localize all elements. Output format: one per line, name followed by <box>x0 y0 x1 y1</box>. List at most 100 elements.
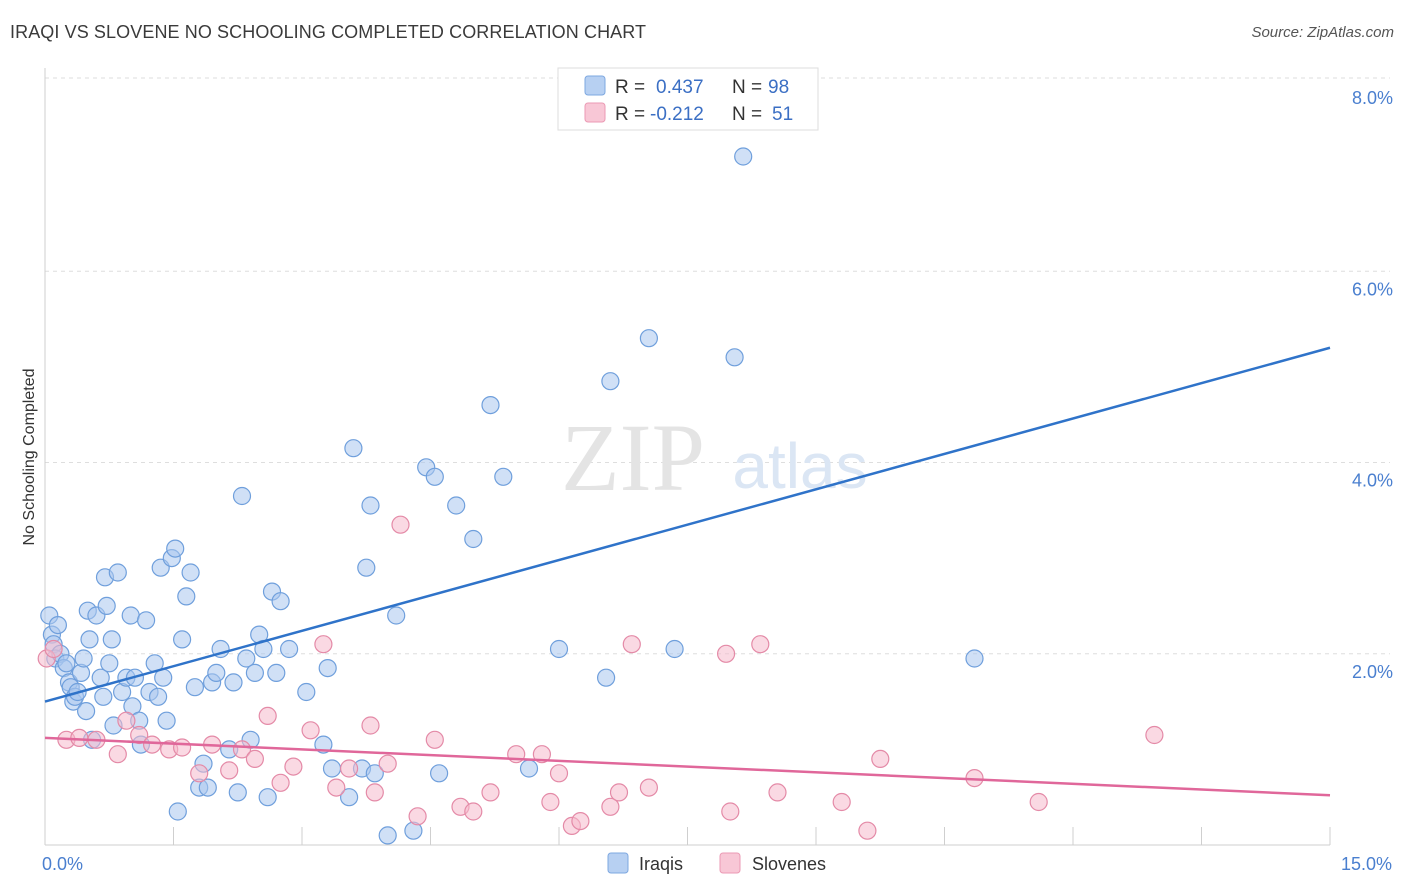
iraqis-point <box>481 396 500 415</box>
slovenes-point <box>751 635 770 654</box>
slovenes-point <box>571 811 590 831</box>
iraqis-point <box>185 678 204 697</box>
iraqis-point <box>48 615 68 635</box>
grid <box>45 77 1390 655</box>
iraqis-point <box>149 687 168 706</box>
slovenes-point <box>117 711 136 730</box>
slovenes-point <box>271 773 290 792</box>
slovenes-point <box>622 635 641 654</box>
slovenes-point <box>609 783 629 802</box>
iraqis-point <box>365 764 384 783</box>
iraqis-point <box>198 778 217 797</box>
slovenes-point <box>408 807 427 826</box>
legend-n-value-iraqis: 98 <box>768 77 789 98</box>
iraqis-point <box>344 439 363 458</box>
iraqis-point <box>102 630 121 649</box>
slovenes-point <box>481 783 500 802</box>
axes <box>44 68 1331 846</box>
iraqis-point <box>430 764 449 783</box>
slovenes-point <box>871 749 890 769</box>
iraqis-point <box>108 563 127 582</box>
slovenes-point <box>832 792 851 812</box>
slovenes-point <box>301 721 320 740</box>
slovenes-point <box>549 764 569 783</box>
legend-r-value-iraqis: 0.437 <box>656 77 704 98</box>
iraqis-point <box>965 649 984 668</box>
slovenes-point <box>532 745 552 764</box>
legend-r-label-iraqis: R = <box>615 77 645 98</box>
iraqis-point <box>549 639 569 659</box>
iraqis-point <box>318 658 337 678</box>
series-legend-swatch-slovenes <box>719 852 741 874</box>
iraqis-point <box>596 668 616 687</box>
source-label: Source: ZipAtlas.com <box>1251 24 1394 41</box>
slovenes-trend-line <box>44 736 1331 797</box>
slovenes-point <box>314 635 333 654</box>
y-tick-label: 8.0% <box>1352 88 1393 108</box>
watermark-zip: ZIP <box>561 404 705 511</box>
iraqis-point <box>357 558 376 577</box>
iraqis-point <box>228 783 247 802</box>
slovenes-point <box>258 706 277 726</box>
iraqis-point <box>100 654 119 673</box>
iraqis-point <box>181 563 200 582</box>
iraqis-point <box>425 467 444 486</box>
iraqis-point <box>378 826 397 845</box>
iraqis-point <box>80 630 99 649</box>
slovenes-point <box>639 778 659 797</box>
slovenes-point <box>108 745 127 764</box>
series-legend-label-slovenes: Slovenes <box>752 854 826 874</box>
legend-n-value-slovenes: 51 <box>772 104 793 125</box>
iraqis-point <box>734 147 753 166</box>
slovenes-point <box>464 802 483 821</box>
slovenes-point <box>245 749 264 769</box>
iraqis-point <box>280 639 299 659</box>
legend-n-label-slovenes: N = <box>732 104 762 125</box>
legend-r-label-slovenes: R = <box>615 104 645 125</box>
iraqis-point <box>237 649 256 668</box>
slovenes-point <box>44 639 63 659</box>
iraqis-point <box>157 711 176 730</box>
iraqis-point <box>137 611 156 630</box>
iraqis-point <box>271 592 290 611</box>
iraqis-point <box>258 788 277 807</box>
slovenes-point <box>284 757 303 776</box>
slovenes-point <box>858 821 877 840</box>
iraqis-point <box>725 348 744 367</box>
iraqis-point <box>97 596 116 616</box>
iraqis-point <box>601 372 620 391</box>
chart-title: IRAQI VS SLOVENE NO SCHOOLING COMPLETED … <box>10 22 647 42</box>
iraqis-point <box>322 759 342 778</box>
slovenes-point <box>190 764 209 783</box>
slovenes-point <box>541 792 560 812</box>
iraqis-point <box>121 606 140 625</box>
iraqis-point <box>447 496 466 515</box>
y-tick-label: 2.0% <box>1352 662 1393 682</box>
iraqis-point <box>387 606 406 625</box>
tick-labels: 0.0% 15.0% 2.0% 4.0% 6.0% 8.0% <box>42 88 1393 874</box>
slovenes-point <box>1029 792 1048 812</box>
slovenes-point <box>365 783 384 802</box>
y-tick-label: 6.0% <box>1352 279 1393 299</box>
iraqis-point <box>639 329 659 348</box>
iraqis-point <box>340 788 359 807</box>
legend-r-value-slovenes: -0.212 <box>650 104 704 125</box>
slovenes-point <box>361 716 380 735</box>
x-tick-label: 0.0% <box>42 854 83 874</box>
slovenes-point <box>1145 725 1164 745</box>
iraqis-point <box>267 663 286 683</box>
y-tick-label: 4.0% <box>1352 471 1393 491</box>
iraqis-point <box>173 630 192 649</box>
series-legend: Iraqis Slovenes <box>607 852 826 874</box>
series-legend-label-iraqis: Iraqis <box>639 854 683 874</box>
slovenes-point <box>721 802 740 821</box>
iraqis-point <box>245 663 264 683</box>
iraqis-trend-line <box>44 346 1331 703</box>
trend-layer <box>44 346 1331 797</box>
iraqis-point <box>464 529 483 549</box>
slovenes-point <box>716 644 736 663</box>
iraqis-point <box>177 587 196 606</box>
slovenes-point <box>340 759 359 778</box>
legend-n-label-iraqis: N = <box>732 77 762 98</box>
iraqis-point <box>207 663 226 683</box>
